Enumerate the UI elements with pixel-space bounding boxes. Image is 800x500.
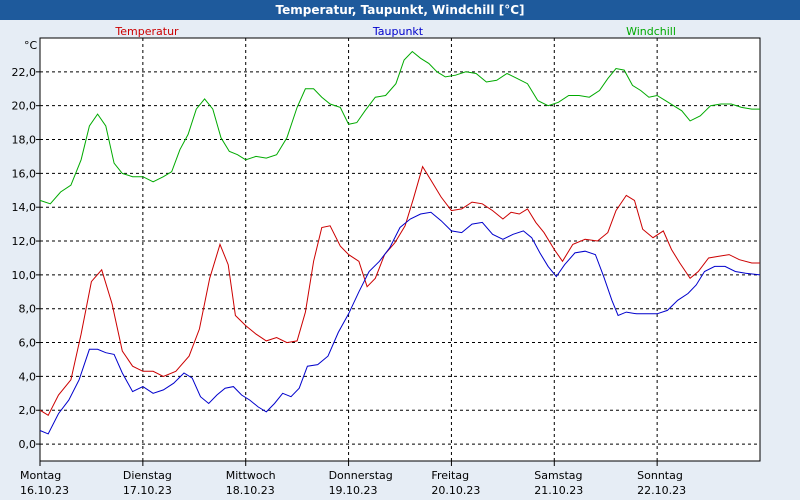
chart-title: Temperatur, Taupunkt, Windchill [°C]	[0, 0, 800, 20]
x-tick-day-label: Dienstag	[123, 469, 172, 482]
x-tick-date-label: 17.10.23	[123, 484, 172, 497]
x-tick-day-label: Mittwoch	[226, 469, 276, 482]
legend: Temperatur Taupunkt Windchill	[114, 25, 676, 38]
series-line-windchill	[39, 50, 760, 205]
y-tick-label: 0,0	[19, 438, 37, 451]
x-tick-day-label: Freitag	[431, 469, 469, 482]
x-axis: Montag 16.10.23 Dienstag 17.10.23 Mittwoch 18…	[20, 461, 686, 497]
y-axis: 0,0 2,0 4,0 6,0 8,0 10,0 12,0 14,0 16,0 18,0 20,0 2…	[12, 66, 40, 451]
y-tick-label: 22,0	[12, 66, 37, 79]
grid-lines	[40, 38, 760, 461]
x-tick-day-label: Montag	[20, 469, 61, 482]
x-tick-date-label: 20.10.23	[431, 484, 480, 497]
y-tick-label: 16,0	[12, 167, 37, 180]
x-tick-date-label: 16.10.23	[20, 484, 69, 497]
legend-entry-taupunkt: Taupunkt	[372, 25, 424, 38]
y-tick-label: 4,0	[19, 370, 37, 383]
y-tick-label: 20,0	[12, 100, 37, 113]
y-tick-label: 10,0	[12, 269, 37, 282]
y-tick-label: 6,0	[19, 337, 37, 350]
y-axis-unit-label: °C	[24, 39, 38, 52]
x-tick-date-label: 18.10.23	[226, 484, 275, 497]
y-tick-label: 8,0	[19, 303, 37, 316]
series-lines	[39, 50, 761, 435]
x-tick-date-label: 22.10.23	[637, 484, 686, 497]
x-tick-date-label: 19.10.23	[329, 484, 378, 497]
plot-area	[39, 37, 761, 462]
y-tick-label: 18,0	[12, 134, 37, 147]
x-tick-date-label: 21.10.23	[534, 484, 583, 497]
y-tick-label: 2,0	[19, 404, 37, 417]
x-tick-day-label: Samstag	[534, 469, 582, 482]
y-tick-label: 14,0	[12, 201, 37, 214]
y-tick-label: 12,0	[12, 235, 37, 248]
x-tick-day-label: Sonntag	[637, 469, 683, 482]
legend-entry-temperatur: Temperatur	[114, 25, 179, 38]
series-line-taupunkt	[39, 211, 761, 435]
series-line-temperatur	[39, 165, 760, 417]
legend-entry-windchill: Windchill	[626, 25, 676, 38]
x-tick-day-label: Donnerstag	[329, 469, 393, 482]
